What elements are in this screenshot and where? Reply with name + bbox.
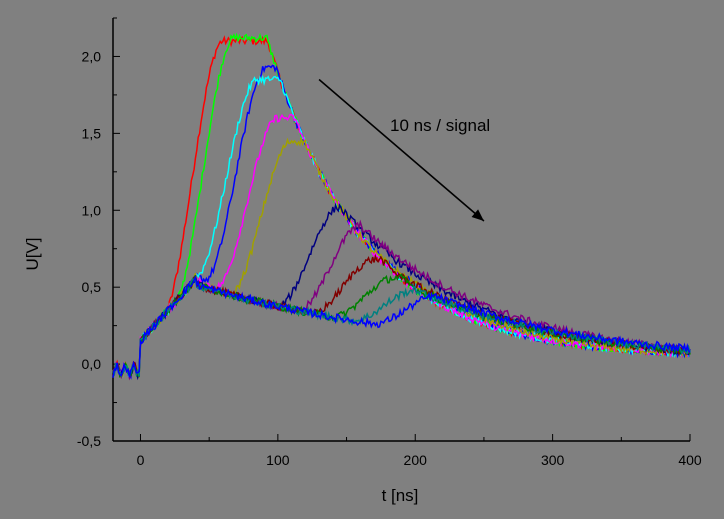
annotation-text: 10 ns / signal: [390, 116, 490, 135]
x-tick-label: 200: [404, 452, 428, 468]
y-axis-title: U[V]: [23, 237, 42, 270]
x-tick-label: 100: [266, 452, 290, 468]
series-line-3: [112, 64, 691, 380]
x-tick-label: 400: [678, 452, 702, 468]
series-layer: [112, 32, 691, 381]
annotation-arrow-head: [471, 209, 484, 222]
series-line-10: [112, 273, 691, 378]
x-tick-label: 300: [541, 452, 565, 468]
axes: 0 100 200 300 400 -0,5 0,0 0,5 1,0 1,5 2,0: [77, 17, 702, 468]
x-tick-label: 0: [137, 452, 145, 468]
series-line-1: [112, 35, 691, 379]
y-tick-label: 1,0: [82, 202, 102, 218]
series-line-8: [112, 219, 691, 381]
series-line-5: [112, 113, 691, 378]
series-line-7: [112, 202, 691, 381]
annotation-layer: 10 ns / signal: [318, 78, 490, 222]
annotation-arrow-line: [318, 78, 485, 222]
y-tick-label: 1,5: [82, 125, 102, 141]
y-tick-label: -0,5: [77, 433, 101, 449]
x-axis-title: t [ns]: [382, 486, 419, 505]
y-tick-label: 0,0: [82, 356, 102, 372]
series-line-12: [112, 275, 691, 378]
y-tick-label: 0,5: [82, 279, 102, 295]
series-line-11: [112, 275, 691, 378]
y-tick-label: 2,0: [82, 48, 102, 64]
series-line-2: [112, 32, 691, 377]
